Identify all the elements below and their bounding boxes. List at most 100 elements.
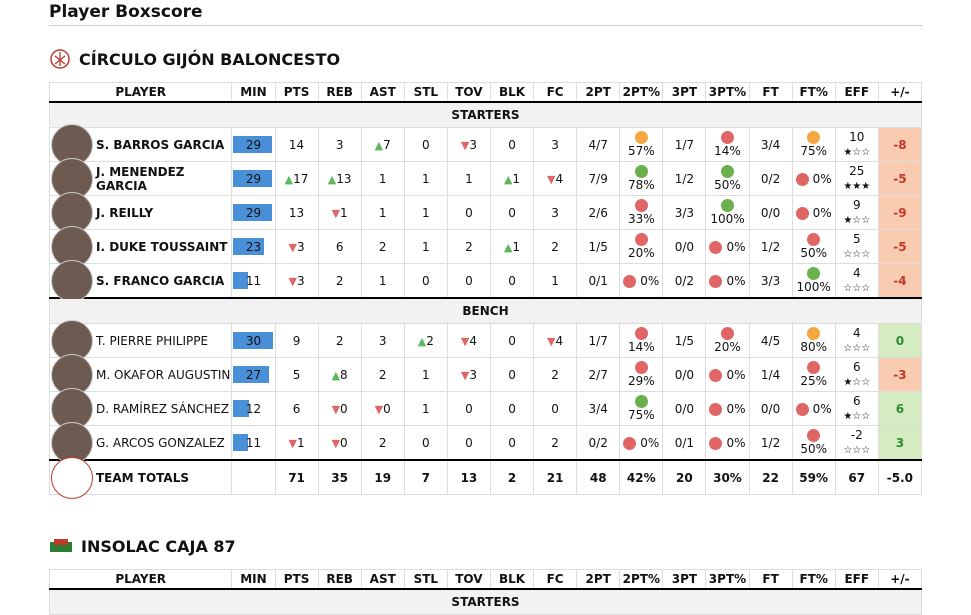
minutes-bar (233, 366, 270, 383)
pct-dot (634, 198, 648, 212)
stat-cell: 0% (791, 195, 836, 230)
column-header: FC (533, 82, 578, 103)
stat-cell: 2 (360, 357, 405, 392)
pct-dot (720, 164, 734, 178)
player-row: M. OKAFOR AUGUSTIN 27 5 ▲8 2 1 ▼3 0 2 2/7 29% 0/0 0%… (48, 353, 923, 396)
column-header: STL (403, 569, 448, 590)
stat: 1 (512, 171, 521, 186)
stat-cell: 1 (403, 161, 448, 196)
eff-cell: 4 ☆☆☆ (834, 263, 879, 299)
stat-cell: 75% (619, 391, 664, 426)
stat-cell: 0/0 (662, 391, 707, 426)
stat-cell: 1/2 (748, 425, 793, 461)
minutes: 29 (245, 137, 262, 152)
stat: 50% (800, 245, 827, 260)
team-logo (50, 49, 70, 69)
stat: 3 (335, 137, 344, 152)
stat: 25% (800, 373, 827, 388)
stat-cell: 13 (274, 195, 319, 230)
total-stat: 13 (446, 459, 491, 495)
stat: 75% (627, 407, 655, 422)
player-row: G. ARCOS GONZALEZ 11 ▼1 ▼0 2 0 0 0 2 0/2 0% 0/1 0% 1/… (48, 421, 923, 464)
player: TEAM TOTALS (50, 456, 231, 499)
player-cell: J. REILLY (48, 191, 233, 234)
stat: 0 (340, 401, 348, 416)
eff-stars: ★☆☆ (843, 376, 871, 388)
team-logo (50, 539, 72, 552)
pct-dot (634, 394, 648, 408)
stat-cell: 20% (705, 323, 750, 358)
stat-cell: 75% (791, 127, 836, 162)
stat: 5 (292, 367, 301, 382)
plus-minus: 0 (877, 323, 923, 358)
stat-cell: 3/4 (748, 127, 793, 162)
stat: 13 (288, 205, 305, 220)
player-cell: S. FRANCO GARCIA (48, 259, 233, 302)
column-header: EFF (834, 569, 879, 590)
minutes: 27 (245, 367, 262, 382)
eff-stars: ★☆☆ (843, 214, 871, 226)
player-name: T. PIERRE PHILIPPE (96, 333, 209, 348)
eff-cell: 6 ★☆☆ (834, 391, 879, 426)
minutes-cell: 29 (231, 195, 276, 230)
player-cell: J. MENENDEZ GARCIA (48, 157, 233, 200)
stat-cell: 57% (619, 127, 664, 162)
player: I. DUKE TOUSSAINT (50, 225, 231, 268)
stat-cell: 2 (533, 425, 578, 461)
column-header: PLAYER (48, 569, 233, 590)
column-header: 2PT% (619, 82, 664, 103)
avatar (51, 259, 93, 302)
stat-cell: 1 (360, 263, 405, 299)
column-header: REB (317, 82, 362, 103)
pct-dot (795, 402, 809, 416)
section-label: STARTERS (49, 101, 922, 128)
stat: 3 (551, 205, 559, 220)
stat: 0/2 (674, 273, 695, 288)
stat: 1 (422, 205, 430, 220)
stat: 1/7 (588, 333, 608, 348)
pct-dot (795, 172, 809, 186)
stat: 1 (512, 239, 521, 254)
stat-cell: 0 (489, 195, 535, 230)
minutes-cell: 30 (231, 323, 276, 358)
total-stat: 42% (619, 459, 664, 495)
stat-cell: 2 (533, 229, 578, 264)
player-cell: M. OKAFOR AUGUSTIN (48, 353, 233, 396)
minutes-cell: 11 (231, 425, 276, 461)
plus-minus: -5 (877, 229, 923, 264)
total-stat: 7 (403, 459, 448, 495)
stat: 1 (378, 205, 387, 220)
player: T. PIERRE PHILIPPE (50, 319, 231, 362)
pct-dot (634, 360, 648, 374)
player-cell: S. BARROS GARCIA (48, 123, 233, 166)
pct-dot (807, 232, 821, 246)
pct-dot (623, 274, 637, 288)
stat-cell: 2 (317, 263, 362, 299)
player-row: J. MENENDEZ GARCIA 29 ▲17 ▲13 1 1 1 ▲1 ▼4 7/9 78% 1… (48, 157, 923, 200)
stat-cell: ▼0 (360, 391, 405, 426)
player: M. OKAFOR AUGUSTIN (50, 353, 231, 396)
pct-dot (623, 436, 637, 450)
stat: 1/5 (674, 333, 695, 348)
stat: 4 (555, 333, 564, 348)
player-name: D. RAMÍREZ SÁNCHEZ (96, 401, 230, 416)
stat-cell: 1/4 (748, 357, 793, 392)
stat: 33% (627, 211, 655, 226)
stat: 0 (508, 137, 516, 152)
eff-cell: 9 ★☆☆ (834, 195, 879, 230)
eff-stars: ☆☆☆ (843, 282, 871, 294)
stat-cell: ▼4 (446, 323, 491, 358)
column-header: 2PT (576, 82, 621, 103)
stat-cell: 2 (533, 357, 578, 392)
player: G. ARCOS GONZALEZ (50, 421, 231, 464)
stat-cell: 50% (791, 229, 836, 264)
stat-cell: 0% (791, 161, 836, 196)
stat-cell: 0/1 (576, 263, 621, 299)
total-stat: 71 (274, 459, 319, 495)
minutes-cell: 29 (231, 127, 276, 162)
stat: 0% (726, 239, 746, 254)
total-stat: 30% (705, 459, 750, 495)
plus-minus: -5 (877, 161, 923, 196)
player-name: S. FRANCO GARCIA (96, 273, 225, 288)
stat-cell: 1 (403, 357, 448, 392)
